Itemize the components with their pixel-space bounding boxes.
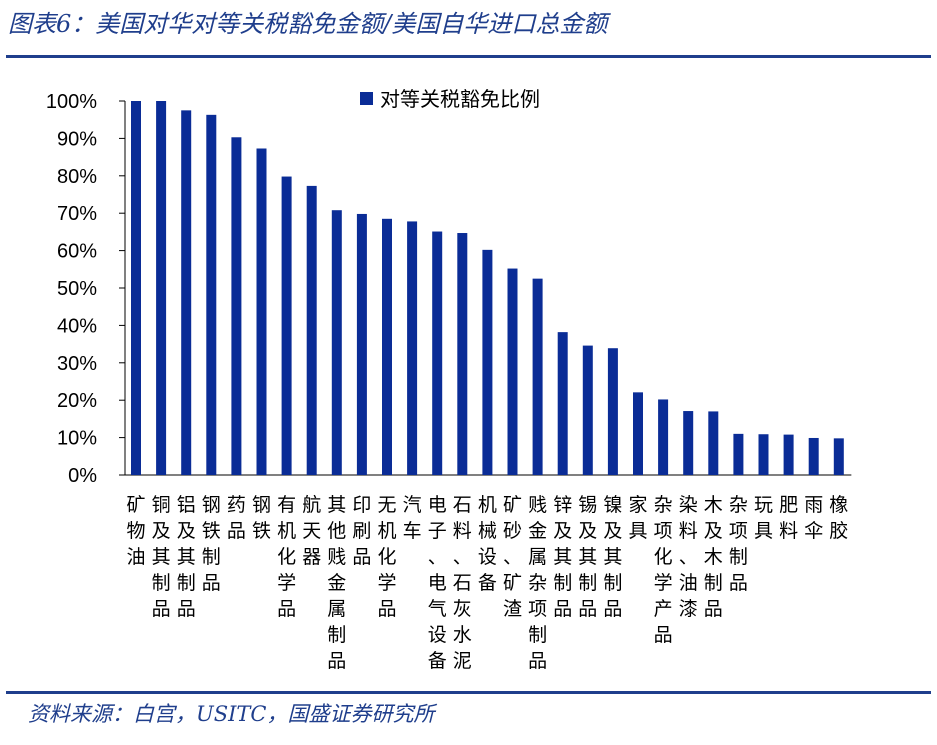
- x-category-label: 电子、电气设备: [428, 494, 447, 672]
- y-tick-label: 20%: [57, 390, 97, 412]
- x-category-label: 钢铁: [252, 494, 271, 542]
- x-category-label: 矿砂、矿渣: [503, 494, 522, 620]
- y-tick-label: 100%: [46, 91, 97, 113]
- bottom-divider: [6, 691, 931, 694]
- y-tick-label: 0%: [68, 465, 97, 487]
- y-tick-label: 90%: [57, 128, 97, 150]
- x-category-label: 印刷品: [352, 494, 371, 568]
- x-category-label: 汽车: [403, 494, 422, 542]
- x-category-label: 有机化学品: [277, 494, 296, 620]
- bar: [758, 434, 769, 475]
- bar: [607, 348, 618, 475]
- bar: [582, 345, 593, 475]
- bar: [281, 176, 292, 475]
- bar: [633, 392, 643, 475]
- y-tick-label: 50%: [57, 278, 97, 300]
- bar: [206, 114, 217, 475]
- y-tick-label: 70%: [57, 203, 97, 225]
- x-category-label: 杂项制品: [729, 494, 748, 594]
- top-divider: [6, 55, 931, 58]
- bar: [382, 218, 392, 475]
- x-category-label: 染料、油漆: [679, 494, 698, 620]
- bar: [256, 148, 267, 476]
- x-category-label: 肥料: [779, 494, 798, 542]
- y-tick-label: 80%: [57, 166, 97, 188]
- bar: [532, 278, 543, 475]
- x-category-label: 杂项化学产品: [654, 494, 673, 646]
- chart-title: 图表6：美国对华对等关税豁免金额/美国自华进口总金额: [8, 10, 608, 38]
- bar: [407, 221, 418, 475]
- y-axis: 0% 10% 20% 30% 40% 50% 60% 70% 80% 90% 100%: [46, 91, 852, 487]
- bar: [783, 434, 794, 475]
- legend-swatch: [360, 92, 373, 105]
- bar: [457, 233, 468, 475]
- bar: [181, 110, 192, 475]
- bar: [833, 438, 844, 475]
- x-category-label: 铝及其制品: [177, 494, 196, 620]
- bar: [683, 411, 694, 475]
- bar: [331, 210, 342, 475]
- bars: [131, 101, 844, 476]
- bar: [482, 249, 493, 475]
- y-tick-label: 10%: [57, 428, 97, 450]
- bar: [507, 268, 518, 475]
- y-tick-label: 40%: [57, 315, 97, 337]
- x-category-label: 航天器: [302, 494, 321, 568]
- x-category-label: 机械设备: [478, 494, 497, 594]
- bar: [708, 411, 719, 475]
- legend: 对等关税豁免比例: [360, 87, 540, 111]
- x-category-label: 锌及其制品: [553, 494, 572, 620]
- x-category-label: 雨伞: [804, 494, 823, 542]
- x-category-label: 镍及其制品: [603, 494, 622, 620]
- bar: [557, 332, 568, 475]
- bar: [231, 137, 242, 475]
- source-note: 资料来源：白宫，USITC，国盛证券研究所: [28, 702, 435, 726]
- x-category-label: 石料、石灰水泥: [453, 494, 472, 672]
- legend-label: 对等关税豁免比例: [380, 87, 540, 111]
- y-tick-label: 60%: [57, 241, 97, 263]
- bar: [156, 101, 167, 475]
- x-category-label: 家具: [628, 494, 647, 542]
- x-category-label: 贱金属杂项制品: [528, 494, 547, 672]
- x-axis-labels: 矿物油铜及其制品铝及其制品钢铁制品药品钢铁有机化学品航天器其他贱金属制品印刷品无…: [126, 494, 848, 672]
- bar-chart: 0% 10% 20% 30% 40% 50% 60% 70% 80% 90% 100% 矿物油铜及其…: [46, 87, 852, 672]
- x-category-label: 锡及其制品: [578, 494, 597, 620]
- bar: [733, 433, 744, 475]
- x-category-label: 矿物油: [126, 494, 145, 568]
- x-category-label: 铜及其制品: [152, 494, 171, 620]
- x-category-label: 木及木制品: [704, 494, 723, 620]
- bar: [432, 231, 443, 475]
- x-category-label: 其他贱金属制品: [327, 494, 346, 672]
- bar: [658, 399, 669, 475]
- bar: [356, 213, 367, 475]
- bar: [131, 101, 141, 475]
- x-category-label: 钢铁制品: [202, 494, 221, 594]
- x-category-label: 无机化学品: [377, 494, 396, 620]
- bar: [306, 185, 317, 475]
- y-tick-label: 30%: [57, 353, 97, 375]
- bar: [808, 437, 819, 475]
- x-category-label: 药品: [227, 494, 246, 542]
- x-category-label: 玩具: [754, 494, 773, 542]
- x-category-label: 橡胶: [829, 494, 848, 542]
